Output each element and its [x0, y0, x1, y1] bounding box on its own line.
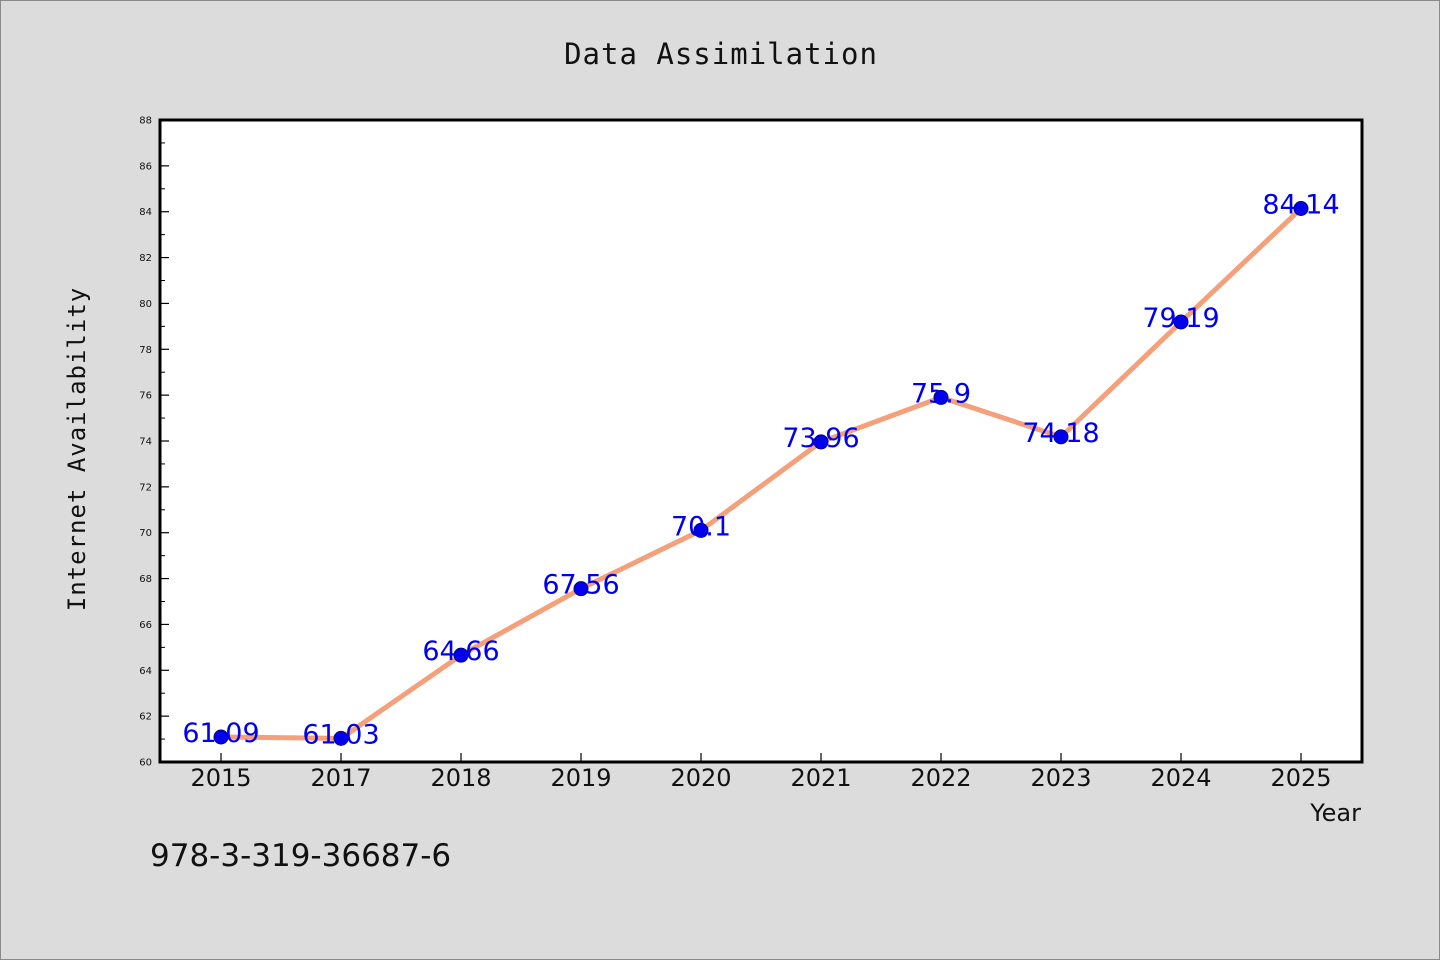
- data-labels: 61.09 61.03 64.66 67.56 70.1 73.96 75.9 74.18 79…: [182, 190, 1339, 751]
- y-tick-label: 64: [139, 666, 152, 677]
- footer-identifier: 978-3-319-36687-6: [150, 838, 451, 874]
- x-tick-label: 2017: [310, 764, 371, 792]
- y-tick-label: 88: [139, 116, 152, 127]
- x-tick-label: 2019: [550, 764, 611, 792]
- x-tick-label: 2022: [910, 764, 971, 792]
- x-tick-label: 2018: [430, 764, 491, 792]
- x-axis-label: Year: [1309, 799, 1361, 827]
- data-point: [693, 522, 709, 538]
- data-point: [1293, 201, 1309, 217]
- data-label: 79.19: [1142, 303, 1219, 334]
- data-label: 74.18: [1022, 418, 1099, 449]
- y-axis-ticks: 60 62 64 66 68 70 72 74 76 78 80 82 84 86 88: [139, 116, 169, 769]
- data-label: 73.96: [782, 423, 859, 454]
- y-tick-label: 86: [139, 161, 152, 172]
- data-label: 67.56: [542, 570, 619, 601]
- y-tick-label: 72: [139, 482, 152, 493]
- y-tick-label: 74: [139, 437, 152, 448]
- data-label: 64.66: [422, 636, 499, 667]
- data-label: 75.9: [911, 378, 971, 409]
- y-tick-label: 76: [139, 391, 152, 402]
- y-tick-label: 68: [139, 574, 152, 585]
- y-tick-label: 62: [139, 712, 152, 723]
- data-label: 70.1: [671, 511, 731, 542]
- data-point: [333, 730, 349, 746]
- data-point: [1173, 314, 1189, 330]
- plot-area: [160, 120, 1362, 762]
- x-tick-label: 2025: [1270, 764, 1331, 792]
- plot-border: [158, 118, 1364, 764]
- data-point: [573, 581, 589, 597]
- y-tick-label: 84: [139, 207, 152, 218]
- x-tick-label: 2023: [1030, 764, 1091, 792]
- y-tick-label: 70: [139, 528, 152, 539]
- y-tick-label: 66: [139, 620, 152, 631]
- data-point: [933, 389, 949, 405]
- x-tick-label: 2015: [190, 764, 251, 792]
- x-tick-label: 2020: [670, 764, 731, 792]
- data-label: 84.14: [1262, 190, 1339, 221]
- data-point: [1053, 429, 1069, 445]
- x-tick-label: 2021: [790, 764, 851, 792]
- data-label: 61.09: [182, 718, 259, 749]
- y-tick-label: 80: [139, 299, 152, 310]
- y-tick-label: 82: [139, 253, 152, 264]
- y-tick-label: 60: [139, 758, 152, 769]
- x-axis-ticks: 2015 2017 2018 2019 2020 2021 2022 2023 2024 2025: [190, 753, 1332, 792]
- chart-title: Data Assimilation: [564, 37, 878, 71]
- data-points: [213, 201, 1309, 746]
- y-axis-label: Internet Availability: [63, 287, 91, 611]
- series-line: [218, 206, 1304, 741]
- y-tick-label: 78: [139, 345, 152, 356]
- data-point: [813, 434, 829, 450]
- data-label: 61.03: [302, 719, 379, 750]
- data-point: [453, 647, 469, 663]
- x-tick-label: 2024: [1150, 764, 1211, 792]
- data-point: [213, 729, 229, 745]
